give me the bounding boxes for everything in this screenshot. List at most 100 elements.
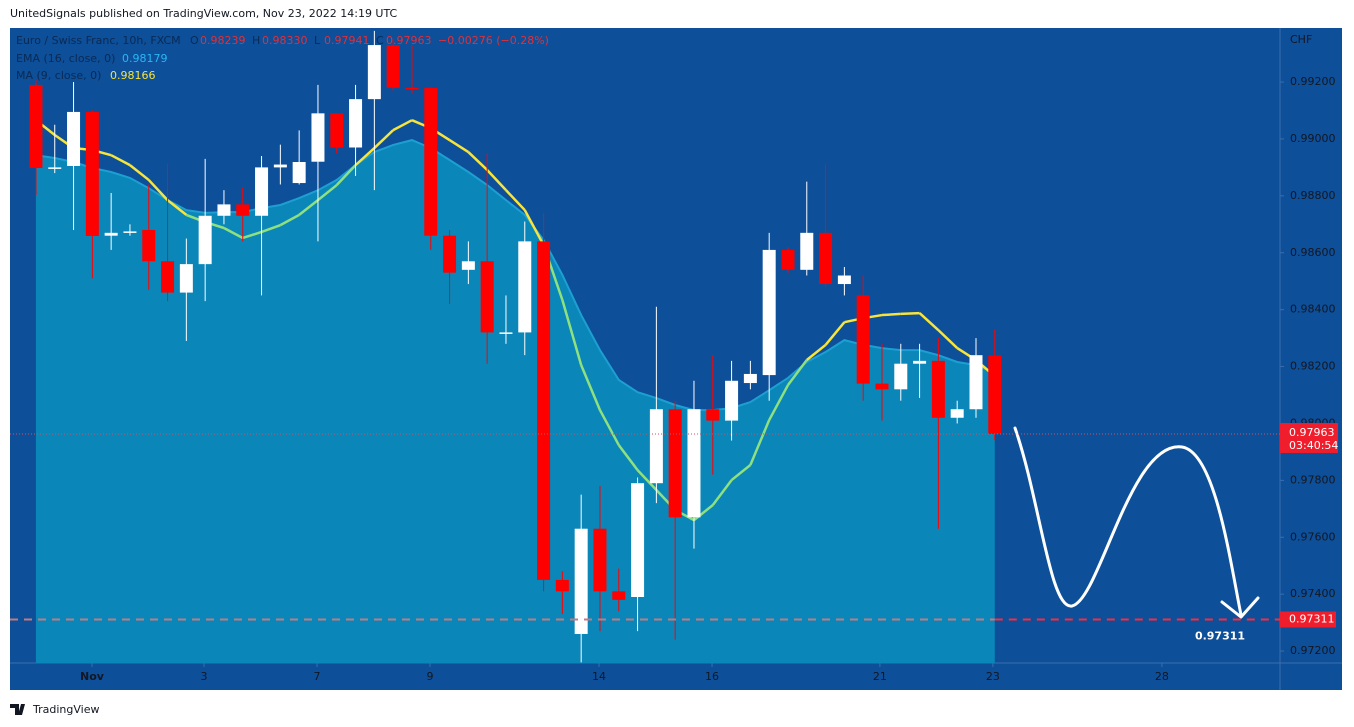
published-line: UnitedSignals published on TradingView.c… [10, 7, 398, 20]
ma-segment [598, 409, 620, 446]
tradingview-logo [10, 704, 25, 715]
ohlc-value: 0.98330 [262, 34, 308, 47]
ma-segment [617, 444, 639, 471]
target-box [1280, 611, 1336, 628]
ma-segment [730, 464, 752, 482]
candle-body [913, 360, 927, 364]
candle-body [706, 409, 720, 421]
candle-body [800, 232, 814, 270]
candle-body [273, 164, 287, 168]
last-price-label: 0.97963 [1289, 426, 1335, 439]
y-tick-label: 0.97800 [1290, 473, 1336, 486]
y-tick-label: 0.98400 [1290, 303, 1336, 316]
change-value: −0.00276 (−0.28%) [438, 34, 549, 47]
ohlc-key: H [252, 34, 260, 47]
candle-body [555, 579, 569, 592]
candle-body [386, 45, 400, 88]
forecast-arrowhead [1220, 596, 1260, 619]
candle-body [48, 167, 62, 169]
candle-body [443, 235, 457, 273]
candle-body [574, 528, 588, 634]
y-tick-label: 0.99200 [1290, 75, 1336, 88]
ma-segment [147, 179, 169, 201]
candle-body [593, 528, 607, 592]
x-tick-label: 7 [314, 670, 321, 683]
x-tick-label: 3 [201, 670, 208, 683]
ohlc-value: 0.97963 [386, 34, 432, 47]
legend: Euro / Swiss Franc, 10h, FXCM O 0.98239 H 0… [16, 34, 549, 82]
candle-body [29, 84, 43, 168]
ma-segment [373, 129, 395, 149]
last-price-box [1280, 422, 1338, 453]
ma-segment [354, 147, 376, 167]
countdown-label: 03:40:54 [1289, 439, 1338, 452]
candle-body [405, 87, 419, 90]
candle-body [894, 363, 908, 390]
candle-body [142, 229, 156, 262]
candle-body [969, 355, 983, 410]
candle-body [725, 380, 739, 421]
ma-segment [335, 164, 357, 186]
candle-body [292, 161, 306, 184]
ema-legend-name: EMA (16, close, 0) [16, 52, 115, 65]
ema-legend-value: 0.98179 [122, 52, 168, 65]
target-big-label: 0.97311 [1195, 629, 1245, 642]
candle-body [367, 45, 381, 100]
candle-body [217, 204, 231, 216]
candle-body [668, 409, 682, 518]
ma-segment [298, 199, 319, 216]
candle-body [875, 383, 889, 390]
ma-segment [918, 312, 940, 332]
ma-segment [749, 419, 771, 466]
candle-body [856, 295, 870, 384]
ma-segment [223, 226, 244, 240]
ma-segment [467, 151, 489, 171]
candle-body [255, 167, 269, 216]
candle-body [988, 355, 1002, 434]
candle-body [123, 231, 137, 233]
footer-brand: TradingView [32, 703, 99, 716]
ma-segment [166, 199, 188, 216]
y-tick-label: 0.97600 [1290, 530, 1336, 543]
x-tick-label: 16 [705, 670, 719, 683]
candle-body [762, 249, 776, 376]
candle-body [179, 264, 193, 293]
candle-body [424, 87, 438, 236]
ohlc-key: O [190, 34, 199, 47]
currency-label: CHF [1290, 33, 1312, 46]
candle-body [161, 261, 175, 293]
candle-body [67, 111, 81, 166]
candle-body [687, 409, 701, 518]
ma-segment [561, 299, 583, 366]
ma-segment [523, 209, 545, 246]
y-tick-label: 0.99000 [1290, 132, 1336, 145]
ma-legend-value: 0.98166 [110, 69, 156, 82]
ohlc-key: C [376, 34, 384, 47]
y-tick-label: 0.97400 [1290, 587, 1336, 600]
y-tick-label: 0.98800 [1290, 189, 1336, 202]
ma-segment [636, 469, 658, 491]
candle-body [781, 249, 795, 270]
ma-segment [805, 343, 827, 361]
candle-body [649, 409, 663, 484]
plot [29, 30, 1002, 664]
candle-body [104, 232, 118, 236]
ma-segment [900, 311, 920, 316]
x-tick-label: 9 [427, 670, 434, 683]
x-tick-label: 14 [592, 670, 606, 683]
ma-segment [693, 504, 714, 522]
candle-body [518, 241, 532, 333]
ma-segment [392, 119, 413, 132]
ma-segment [824, 321, 846, 346]
candle-body [819, 232, 833, 285]
ma-segment [937, 329, 959, 349]
ema-line [35, 139, 996, 412]
candle-body [198, 215, 212, 265]
candle-body [537, 241, 551, 580]
x-tick-label: 21 [873, 670, 887, 683]
y-tick-label: 0.97200 [1290, 644, 1336, 657]
y-tick-label: 0.98200 [1290, 360, 1336, 373]
candle-body [631, 483, 645, 597]
